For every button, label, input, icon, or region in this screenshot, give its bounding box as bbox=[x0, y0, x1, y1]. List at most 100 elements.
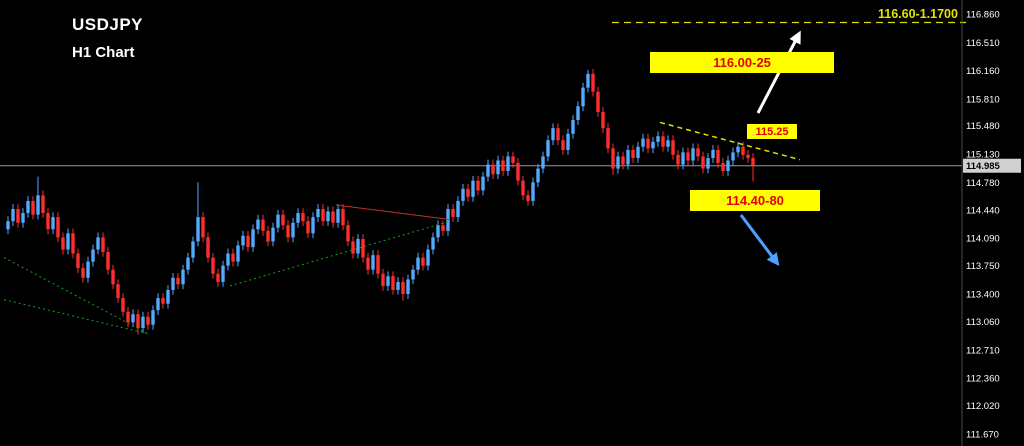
candle-body bbox=[291, 222, 295, 238]
candle-body bbox=[666, 140, 670, 147]
candle-body bbox=[421, 257, 425, 266]
candle-body bbox=[576, 106, 580, 121]
price-axis-label: 113.060 bbox=[966, 317, 1000, 328]
candle-body bbox=[11, 209, 15, 222]
candle-body bbox=[351, 241, 355, 254]
candle-body bbox=[316, 209, 320, 218]
price-axis-label: 114.780 bbox=[966, 178, 1000, 189]
candle-body bbox=[261, 219, 265, 231]
candle-body bbox=[436, 225, 440, 238]
candle-body bbox=[311, 217, 315, 234]
candle-body bbox=[301, 213, 305, 222]
candle-body bbox=[26, 200, 30, 214]
candle-body bbox=[631, 149, 635, 159]
candle-body bbox=[231, 253, 235, 262]
price-axis-label: 116.510 bbox=[966, 38, 1000, 49]
candle-body bbox=[566, 133, 570, 150]
candle-body bbox=[36, 195, 40, 215]
candle-body bbox=[586, 73, 590, 88]
triangle-support-line bbox=[229, 220, 451, 287]
candle-body bbox=[361, 238, 365, 258]
candle-body bbox=[116, 284, 120, 299]
candle-body bbox=[721, 162, 725, 171]
candle-body bbox=[136, 314, 140, 328]
descending-trendline bbox=[659, 121, 801, 161]
price-axis-label: 116.860 bbox=[966, 10, 1000, 21]
candle-body bbox=[401, 281, 405, 294]
candle-body bbox=[746, 154, 750, 159]
candle-body bbox=[16, 209, 20, 223]
candle-body bbox=[356, 238, 360, 254]
candle-body bbox=[341, 209, 345, 226]
candle-body bbox=[151, 310, 155, 325]
candle-body bbox=[521, 180, 525, 196]
candle-body bbox=[191, 241, 195, 258]
candle-body bbox=[211, 257, 215, 274]
candle-body bbox=[706, 158, 710, 169]
candle-body bbox=[46, 213, 50, 230]
candle-body bbox=[741, 146, 745, 155]
candle-body bbox=[671, 140, 675, 155]
candle-body bbox=[556, 128, 560, 141]
symbol-title: USDJPY bbox=[72, 15, 144, 34]
price-axis-label: 115.480 bbox=[966, 121, 1000, 132]
candle-body bbox=[41, 195, 45, 214]
demand-zone-box: 114.40-80 bbox=[690, 190, 820, 211]
candle-body bbox=[196, 217, 200, 242]
candle-body bbox=[281, 214, 285, 226]
candle-body bbox=[616, 156, 620, 169]
candle-body bbox=[621, 156, 625, 165]
candle-body bbox=[456, 200, 460, 218]
candle-body bbox=[286, 225, 290, 238]
candle-body bbox=[226, 253, 230, 266]
candle-body bbox=[166, 289, 170, 304]
bid-price-tag-text: 114.985 bbox=[966, 161, 1001, 172]
candle-body bbox=[691, 148, 695, 161]
candle-body bbox=[96, 237, 100, 250]
candle-body bbox=[701, 156, 705, 169]
candle-body bbox=[416, 257, 420, 270]
candle-body bbox=[431, 237, 435, 250]
price-axis-label: 113.750 bbox=[966, 261, 1000, 272]
candle-body bbox=[636, 146, 640, 159]
candle-body bbox=[531, 182, 535, 201]
candle-body bbox=[106, 251, 110, 270]
candle-body bbox=[61, 237, 65, 250]
candle-body bbox=[206, 237, 210, 258]
candle-body bbox=[56, 217, 60, 238]
price-axis[interactable]: 116.860 116.510 116.160 115.810 115.480 115.1… bbox=[963, 10, 1021, 441]
candle-body bbox=[496, 160, 500, 175]
candle-body bbox=[51, 217, 55, 230]
candle-body bbox=[376, 255, 380, 274]
candle-body bbox=[541, 156, 545, 169]
candle-body bbox=[396, 281, 400, 290]
candle-body bbox=[391, 276, 395, 290]
trendline-price-label: 115.25 bbox=[747, 124, 797, 139]
candle-body bbox=[601, 111, 605, 129]
candle-body bbox=[526, 195, 530, 201]
candle-body bbox=[716, 149, 720, 163]
candle-body bbox=[81, 268, 85, 278]
candle-body bbox=[366, 257, 370, 270]
candle-body bbox=[471, 180, 475, 197]
candle-body bbox=[276, 214, 280, 228]
candle-body bbox=[21, 213, 25, 223]
price-axis-label: 112.020 bbox=[966, 401, 1000, 412]
candle-body bbox=[506, 156, 510, 171]
candle-body bbox=[156, 298, 160, 311]
wedge-upper-line bbox=[3, 257, 149, 335]
candle-body bbox=[131, 314, 135, 323]
supply-zone-box: 116.00-25 bbox=[650, 52, 834, 73]
candle-body bbox=[731, 152, 735, 161]
triangle-resistance-line bbox=[335, 204, 451, 221]
candle-body bbox=[581, 87, 585, 107]
candle-body bbox=[411, 269, 415, 280]
candle-body bbox=[441, 225, 445, 231]
bid-price-tag bbox=[963, 158, 1021, 173]
price-axis-label: 112.710 bbox=[966, 345, 1000, 356]
candle-body bbox=[346, 225, 350, 242]
price-axis-label: 113.400 bbox=[966, 290, 1000, 301]
bearish-projection-arrow bbox=[739, 214, 780, 267]
